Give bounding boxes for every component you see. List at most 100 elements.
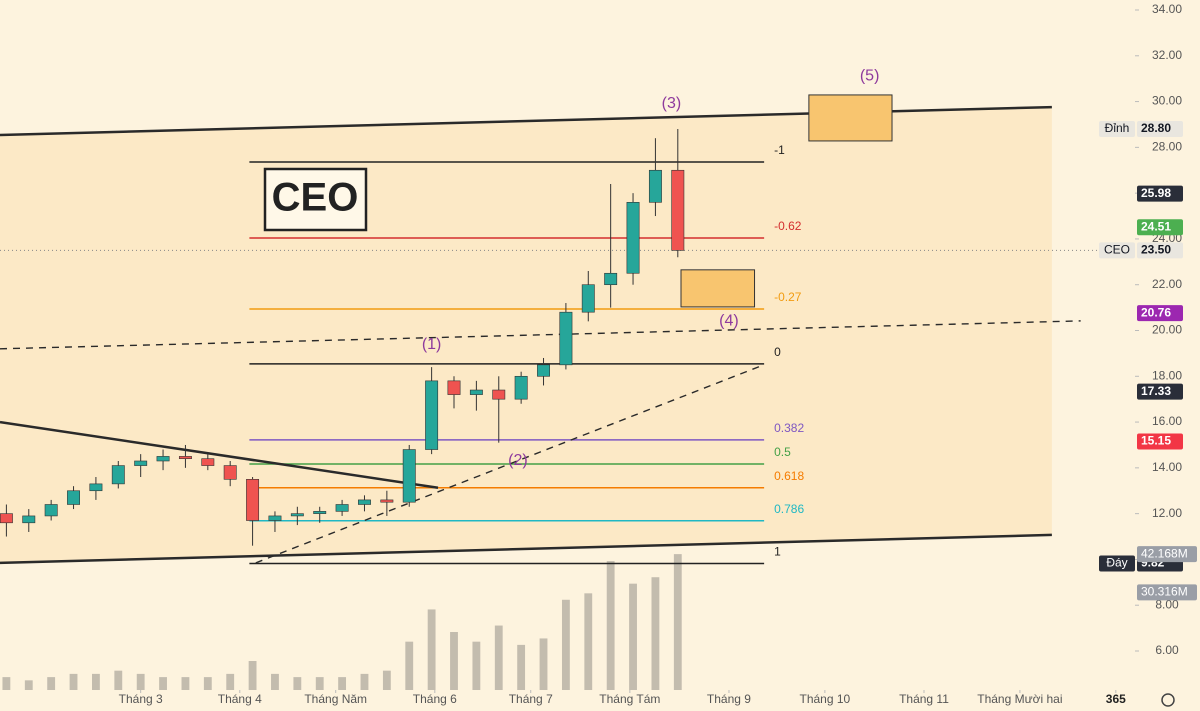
fib-label: 1 (774, 545, 781, 559)
candle-body (380, 499, 394, 503)
x-tick-label: Tháng Mười hai (977, 692, 1062, 706)
price-tag-label: 23.50 (1141, 243, 1171, 257)
price-tag (1137, 242, 1183, 259)
candle-body (313, 511, 327, 514)
volume-bar (450, 632, 458, 690)
fib-label: -1 (774, 143, 785, 157)
candle-body (223, 465, 237, 480)
candle-body (268, 515, 282, 521)
fib-label: 0.786 (774, 502, 804, 516)
trendline (0, 420, 439, 490)
symbol-frame (263, 167, 368, 232)
y-tick-label: 8.00 (1155, 597, 1179, 611)
price-tag (1137, 121, 1183, 138)
y-tick-label: 18.00 (1152, 368, 1182, 382)
candle-body (290, 513, 304, 517)
settings-icon[interactable] (1161, 693, 1175, 707)
wave-label: (4) (719, 313, 739, 330)
candle-body (67, 490, 80, 505)
target-box (808, 94, 893, 142)
y-tick-label: 22.00 (1152, 277, 1182, 291)
candle-body (648, 169, 662, 203)
price-tag-label: 28.80 (1141, 121, 1171, 135)
candle-body (22, 515, 36, 524)
fib-label: -0.62 (774, 219, 802, 233)
x-tick-label: Tháng Năm (304, 692, 367, 706)
price-tag (1137, 185, 1183, 202)
candle-body (246, 479, 260, 521)
volume-bar (427, 609, 436, 690)
symbol-label: CEO (272, 176, 359, 220)
volume-bar (226, 673, 235, 690)
trendline (0, 533, 1052, 565)
candle-body (178, 456, 192, 459)
price-tag (1137, 219, 1183, 236)
target-box (680, 269, 756, 308)
x-tick-label: Tháng 4 (218, 692, 262, 706)
volume-bar (338, 677, 347, 690)
candle-body (425, 380, 439, 450)
volume-bar (69, 673, 78, 690)
candle-body (492, 389, 506, 400)
candle-body (671, 169, 685, 251)
fib-label: 0.5 (774, 445, 791, 459)
x-tick-label: Tháng 9 (707, 692, 751, 706)
y-tick-label: 28.00 (1152, 140, 1182, 154)
y-tick-label: 14.00 (1152, 460, 1182, 474)
volume-bar (472, 641, 481, 690)
volume-bar (248, 661, 257, 690)
price-tag-name-bg (1099, 555, 1135, 572)
x-tick-label: Tháng 3 (119, 692, 163, 706)
price-tag-label: 20.76 (1141, 305, 1171, 319)
x-tick-label: Tháng 10 (800, 692, 851, 706)
candle-body (604, 272, 618, 286)
trendline (0, 320, 1081, 350)
price-tag-label: 15.15 (1141, 434, 1171, 448)
wave-label: (5) (860, 68, 880, 85)
fib-label: 0.382 (774, 421, 804, 435)
fib-label: 0 (774, 345, 781, 359)
volume-bar (159, 677, 167, 690)
volume-tag (1137, 584, 1197, 601)
price-tag (1137, 433, 1183, 450)
candle-body (559, 311, 573, 366)
candle-body (402, 449, 416, 503)
volume-tag-label: 30.316M (1141, 584, 1188, 598)
volume-bar (136, 673, 145, 690)
volume-bar (494, 625, 503, 690)
volume-bar (24, 680, 33, 690)
y-tick-label: 20.00 (1152, 323, 1182, 337)
price-tag (1137, 383, 1183, 400)
volume-bar (315, 677, 324, 690)
price-tag-label: 24.51 (1141, 219, 1171, 233)
plot-area: 34.0032.0030.0028.0026.0024.0022.0020.00… (0, 2, 1182, 706)
x-tick-label: Tháng 11 (899, 692, 949, 706)
candle-body (447, 380, 461, 395)
price-tag-name: Đáy (1106, 556, 1127, 570)
candle-body (469, 389, 483, 395)
volume-tag (1137, 546, 1197, 563)
y-tick-label: 30.00 (1152, 94, 1182, 108)
volume-bar (651, 577, 660, 690)
volume-bar (382, 670, 391, 690)
wave-label: (3) (662, 95, 682, 112)
volume-bar (584, 593, 593, 690)
candle-body (111, 465, 125, 485)
candle-body (0, 513, 13, 524)
volume-bar (561, 599, 570, 690)
y-tick-label: 16.00 (1152, 414, 1182, 428)
volume-bar (47, 677, 56, 690)
price-tag-label: 17.33 (1141, 384, 1171, 398)
wave-label: (2) (508, 452, 528, 469)
volume-bar (629, 583, 637, 690)
candle-body (581, 284, 595, 313)
candle-body (537, 364, 550, 377)
price-tag-name: Đỉnh (1105, 121, 1130, 135)
price-tag-name-bg (1099, 121, 1135, 138)
fib-label: -0.27 (774, 290, 802, 304)
candle-body (358, 499, 371, 505)
price-tag-name: CEO (1104, 243, 1130, 257)
volume-tag-label: 42.168M (1141, 546, 1188, 560)
wave-label: (1) (422, 336, 442, 353)
